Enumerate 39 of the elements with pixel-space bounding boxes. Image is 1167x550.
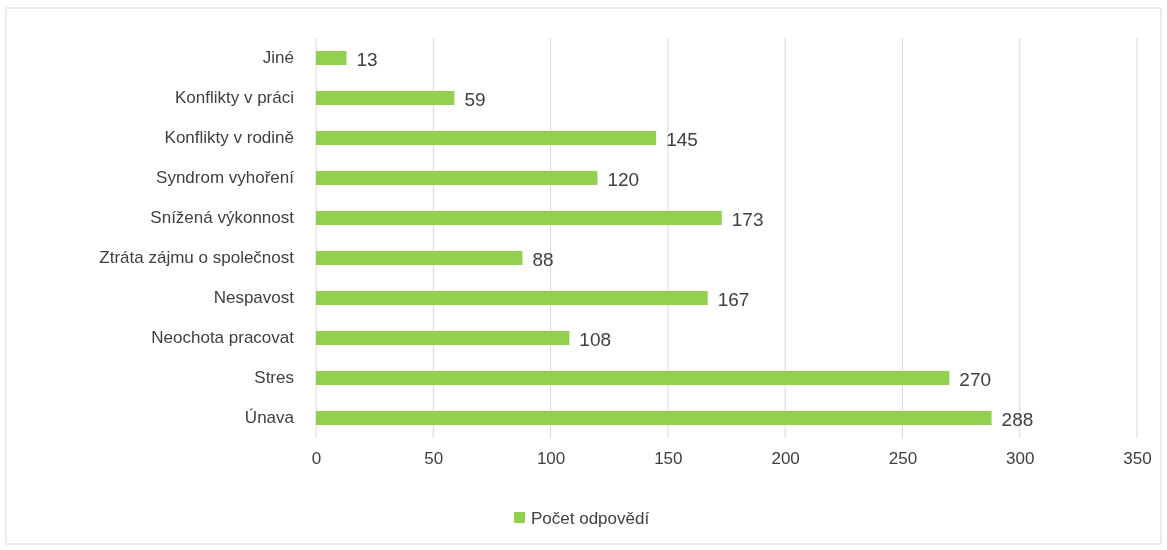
data-label: 108 [579, 328, 612, 350]
y-tick-label: Stres [254, 368, 294, 388]
x-tick-label: 200 [771, 449, 800, 469]
y-tick-label: Ztráta zájmu o společnost [99, 248, 295, 268]
x-tick-label: 100 [536, 449, 566, 469]
bar [316, 211, 722, 225]
data-label: 173 [731, 208, 764, 230]
x-tick-label: 0 [311, 449, 322, 469]
data-label: 88 [532, 248, 554, 270]
data-label: 120 [607, 168, 640, 190]
x-tick-label: 250 [888, 449, 918, 469]
bar [316, 51, 347, 65]
x-tick-label: 300 [1006, 449, 1035, 469]
bar [316, 411, 992, 425]
bar [316, 251, 523, 265]
bar [316, 331, 570, 345]
x-tick-label: 50 [424, 449, 444, 469]
bar [316, 291, 708, 305]
x-tick-label: 150 [654, 449, 683, 469]
data-label: 13 [356, 48, 378, 70]
data-label: 145 [666, 128, 698, 150]
y-tick-label: Neochota pracovat [151, 328, 295, 348]
bar [316, 371, 950, 385]
y-tick-label: Únava [244, 408, 295, 428]
y-tick-label: Jiné [262, 48, 294, 68]
y-tick-label: Syndrom vyhoření [156, 168, 295, 188]
x-tick-label: 350 [1123, 449, 1152, 469]
y-tick-label: Konflikty v rodině [164, 128, 294, 148]
y-tick-label: Snížená výkonnost [150, 208, 295, 228]
bar [316, 91, 455, 105]
legend-label: Počet odpovědí [531, 508, 650, 528]
data-label: 59 [464, 88, 486, 110]
data-label: 288 [1001, 408, 1034, 430]
bar [316, 171, 598, 185]
data-label: 167 [717, 288, 750, 310]
y-tick-label: Nespavost [213, 288, 295, 308]
y-tick-label: Konflikty v práci [174, 88, 294, 108]
data-label: 270 [959, 368, 992, 390]
bar [316, 131, 657, 145]
